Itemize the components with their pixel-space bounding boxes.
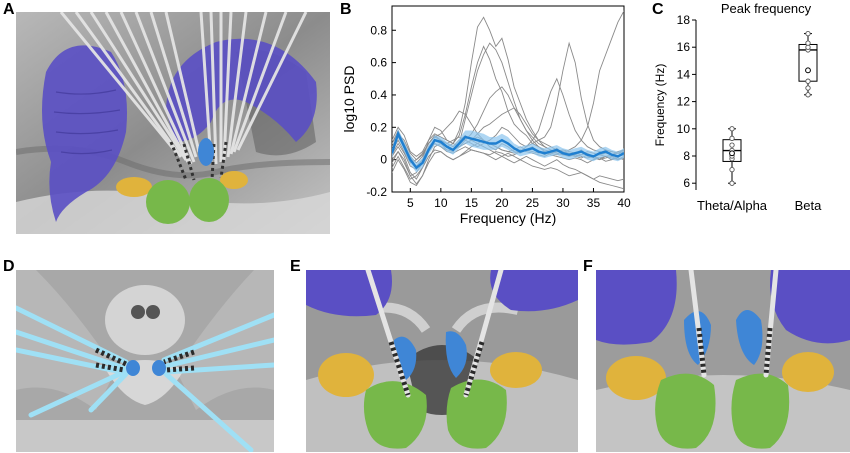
psd-mean-band xyxy=(392,128,624,173)
panel-d-image xyxy=(16,270,274,452)
mean-marker xyxy=(805,67,811,74)
data-point xyxy=(805,40,811,46)
x-tick-label: 35 xyxy=(587,196,601,210)
y-tick-label: 8 xyxy=(683,149,690,163)
psd-trace-4 xyxy=(392,42,624,185)
chart-title: Peak frequency xyxy=(721,1,812,16)
x-tick-label: 30 xyxy=(556,196,570,210)
panel-letter-b: B xyxy=(340,1,352,18)
electrodes-a xyxy=(59,12,308,165)
x-tick-label: 10 xyxy=(434,196,448,210)
data-point xyxy=(729,135,735,141)
y-axis-label: log10 PSD xyxy=(341,66,357,133)
red-nucleus-a xyxy=(198,138,214,166)
data-point xyxy=(805,78,811,84)
category-label: Theta/Alpha xyxy=(697,198,768,213)
panel-letter-e: E xyxy=(290,258,301,275)
thalamus-left-a xyxy=(116,177,152,197)
series-group xyxy=(392,10,624,190)
chart-b-psd: 5 10 15 20 25 30 35 40 -0.2 0 0.2 0.4 0.6 0.8 Frequenc… xyxy=(341,5,631,226)
panel-a-brain-render xyxy=(16,12,330,234)
y-tick-label: 0.6 xyxy=(370,56,387,70)
y-tick-label: 0 xyxy=(380,153,387,167)
thalamus-right-a xyxy=(220,171,248,189)
data-point xyxy=(729,126,735,132)
x-tick-label: 40 xyxy=(617,196,631,210)
panel-letter-c: C xyxy=(652,1,664,18)
data-point xyxy=(729,180,735,186)
y-tick-label: 0.2 xyxy=(370,120,387,134)
panel-letter-a: A xyxy=(3,1,15,18)
electrodes-e xyxy=(365,270,504,398)
panel-f-image xyxy=(596,270,850,452)
panel-e-image xyxy=(306,270,578,452)
panel-letter-f: F xyxy=(583,258,593,275)
x-tick-label: 25 xyxy=(526,196,540,210)
y-tick-label: 10 xyxy=(677,122,691,136)
x-tick-label: 5 xyxy=(407,196,414,210)
panel-letter-d: D xyxy=(3,258,15,275)
x-axis-label: Frequency (Hz) xyxy=(460,210,556,226)
data-point xyxy=(805,30,811,37)
stn-left-a xyxy=(146,180,190,224)
red-nucleus-d xyxy=(126,360,140,376)
y-axis-label: Frequency (Hz) xyxy=(653,64,667,147)
x-tick-label: 20 xyxy=(495,196,509,210)
category-label: Beta xyxy=(795,198,823,213)
psd-mean-line xyxy=(392,130,624,170)
data-point xyxy=(729,142,735,148)
data-point xyxy=(729,166,735,173)
mean-marker xyxy=(729,150,735,157)
y-tick-label: 18 xyxy=(677,13,691,27)
data-point xyxy=(805,85,811,91)
y-tick-label: -0.2 xyxy=(366,185,387,199)
psd-trace-12 xyxy=(392,149,624,187)
electrodes-f xyxy=(688,270,779,378)
stn-right-a xyxy=(189,178,229,222)
x-tick-label: 15 xyxy=(465,196,479,210)
chart-c-peak-frequency: Peak frequency 6 8 10 12 14 16 18 Frequency (Hz)… xyxy=(653,1,823,213)
y-tick-label: 14 xyxy=(677,67,691,81)
data-point xyxy=(805,92,811,98)
plot-frame xyxy=(391,5,625,193)
electrodes-d xyxy=(16,305,274,452)
panel-a-image xyxy=(16,12,330,234)
y-tick-label: 12 xyxy=(677,95,691,109)
y-tick-label: 6 xyxy=(683,176,690,190)
y-tick-label: 0.8 xyxy=(370,23,387,37)
y-tick-label: 0.4 xyxy=(370,88,387,102)
y-tick-label: 16 xyxy=(677,40,691,54)
